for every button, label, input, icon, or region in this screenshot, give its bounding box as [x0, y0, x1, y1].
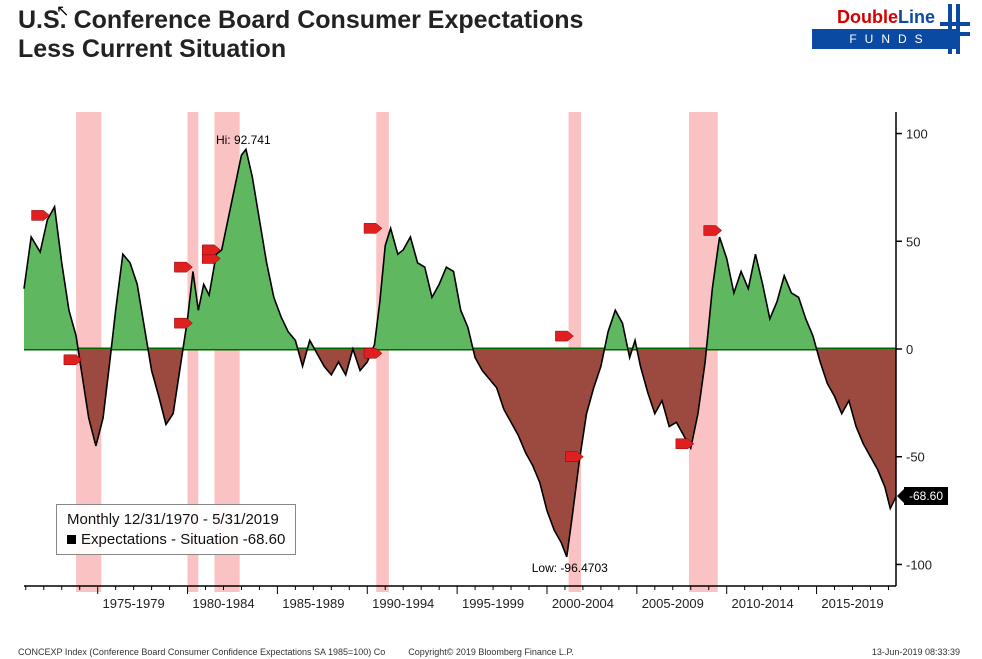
legend-square-icon [67, 535, 76, 544]
chart-area: -100 -50 0 50 100 1975-1979 1980-1984 1985-1989… [18, 102, 948, 622]
chart-title: U.S. Conference Board Consumer Expectati… [18, 6, 583, 64]
svg-text:1990-1994: 1990-1994 [372, 596, 434, 611]
svg-text:1985-1989: 1985-1989 [282, 596, 344, 611]
legend-line-1: Monthly 12/31/1970 - 5/31/2019 [67, 510, 285, 530]
svg-text:50: 50 [906, 234, 920, 249]
logo-word1: Double [837, 7, 898, 27]
svg-text:2010-2014: 2010-2014 [732, 596, 794, 611]
legend-box: Monthly 12/31/1970 - 5/31/2019 Expectati… [56, 504, 296, 555]
footer-center: Copyright© 2019 Bloomberg Finance L.P. [408, 647, 574, 657]
svg-text:2000-2004: 2000-2004 [552, 596, 614, 611]
svg-text:0: 0 [906, 342, 913, 357]
svg-text:2005-2009: 2005-2009 [642, 596, 704, 611]
svg-text:2015-2019: 2015-2019 [821, 596, 883, 611]
svg-text:100: 100 [906, 127, 928, 142]
high-label: Hi: 92.741 [216, 133, 271, 147]
logo: DoubleLine FUNDS [812, 8, 960, 49]
logo-word2: Line [898, 7, 935, 27]
svg-text:1995-1999: 1995-1999 [462, 596, 524, 611]
logo-wordmark: DoubleLine [812, 8, 960, 26]
footer-left: CONCEXP Index (Conference Board Consumer… [18, 647, 385, 657]
svg-text:1975-1979: 1975-1979 [103, 596, 165, 611]
legend-line-2: Expectations - Situation -68.60 [67, 530, 285, 550]
svg-text:1980-1984: 1980-1984 [192, 596, 254, 611]
logo-funds: FUNDS [812, 29, 960, 49]
current-value-flag: -68.60 [904, 487, 948, 505]
footer-right: 13-Jun-2019 08:33:39 [872, 647, 960, 657]
low-label: Low: -96.4703 [532, 561, 608, 575]
svg-text:-100: -100 [906, 557, 932, 572]
svg-text:-50: -50 [906, 450, 925, 465]
